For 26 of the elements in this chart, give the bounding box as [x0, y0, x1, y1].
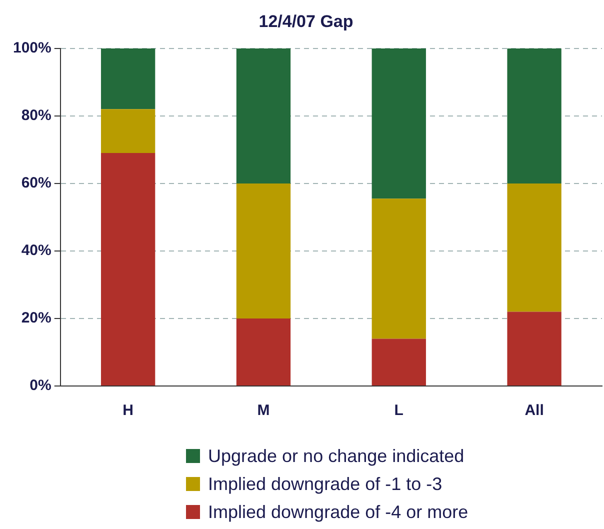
- chart-title: 12/4/07 Gap: [258, 12, 354, 31]
- bar: [507, 312, 562, 386]
- y-tick-label: 0%: [30, 377, 52, 394]
- bar: [100, 153, 156, 386]
- bar: [507, 48, 562, 184]
- x-tick-label: L: [394, 402, 404, 420]
- x-tick-label: M: [257, 402, 270, 420]
- bar: [236, 48, 291, 184]
- bar: [372, 338, 426, 386]
- y-tick-label: 40%: [21, 242, 52, 260]
- legend-label: Upgrade or no change indicated: [208, 446, 464, 466]
- bar: [372, 48, 426, 199]
- bar: [507, 183, 562, 312]
- y-tick-label: 80%: [21, 107, 52, 124]
- bar: [100, 109, 156, 154]
- legend-label: Implied downgrade of -1 to -3: [208, 474, 442, 494]
- y-tick-label: 100%: [12, 40, 52, 57]
- y-tick-label: 20%: [21, 310, 52, 327]
- x-tick-label: All: [524, 402, 544, 420]
- legend-label: Implied downgrade of -4 or more: [208, 502, 468, 522]
- bar: [236, 318, 291, 386]
- bar: [100, 48, 156, 110]
- bar: [372, 198, 426, 339]
- x-tick-label: H: [122, 402, 134, 420]
- y-tick-label: 60%: [21, 174, 52, 192]
- bar: [236, 183, 291, 318]
